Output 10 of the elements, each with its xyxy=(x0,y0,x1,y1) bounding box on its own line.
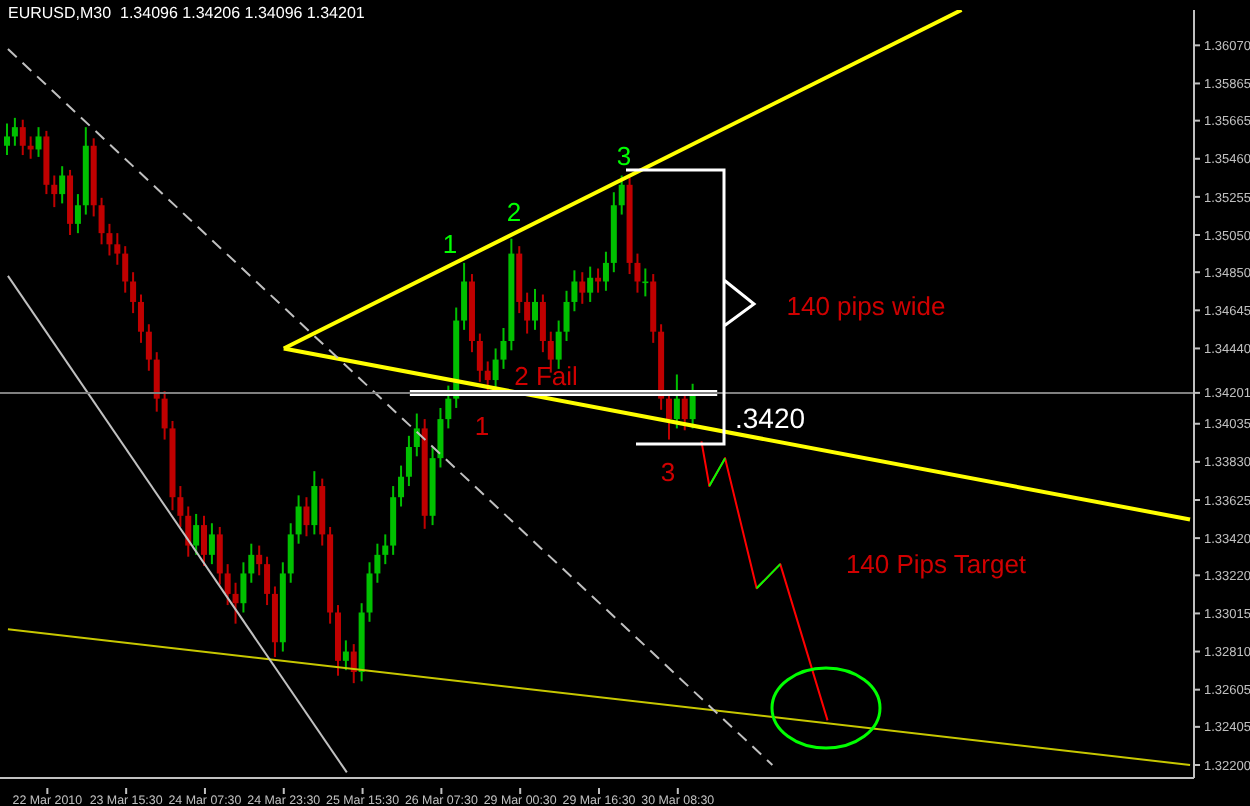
annotation: 1 xyxy=(474,411,490,441)
annotation: 3 xyxy=(616,140,632,171)
annotation: 2 Fail xyxy=(514,360,578,391)
annotation: 140 Pips Target xyxy=(845,549,1027,579)
annotation: 1 xyxy=(442,229,458,259)
chart-title: EURUSD,M30 1.34096 1.34206 1.34096 1.34201 xyxy=(8,4,365,22)
annotation: 3 xyxy=(660,456,676,487)
annotation: 2 xyxy=(506,197,522,228)
annotation: .3420 xyxy=(734,402,806,434)
annotation: 140 pips wide xyxy=(786,291,946,321)
